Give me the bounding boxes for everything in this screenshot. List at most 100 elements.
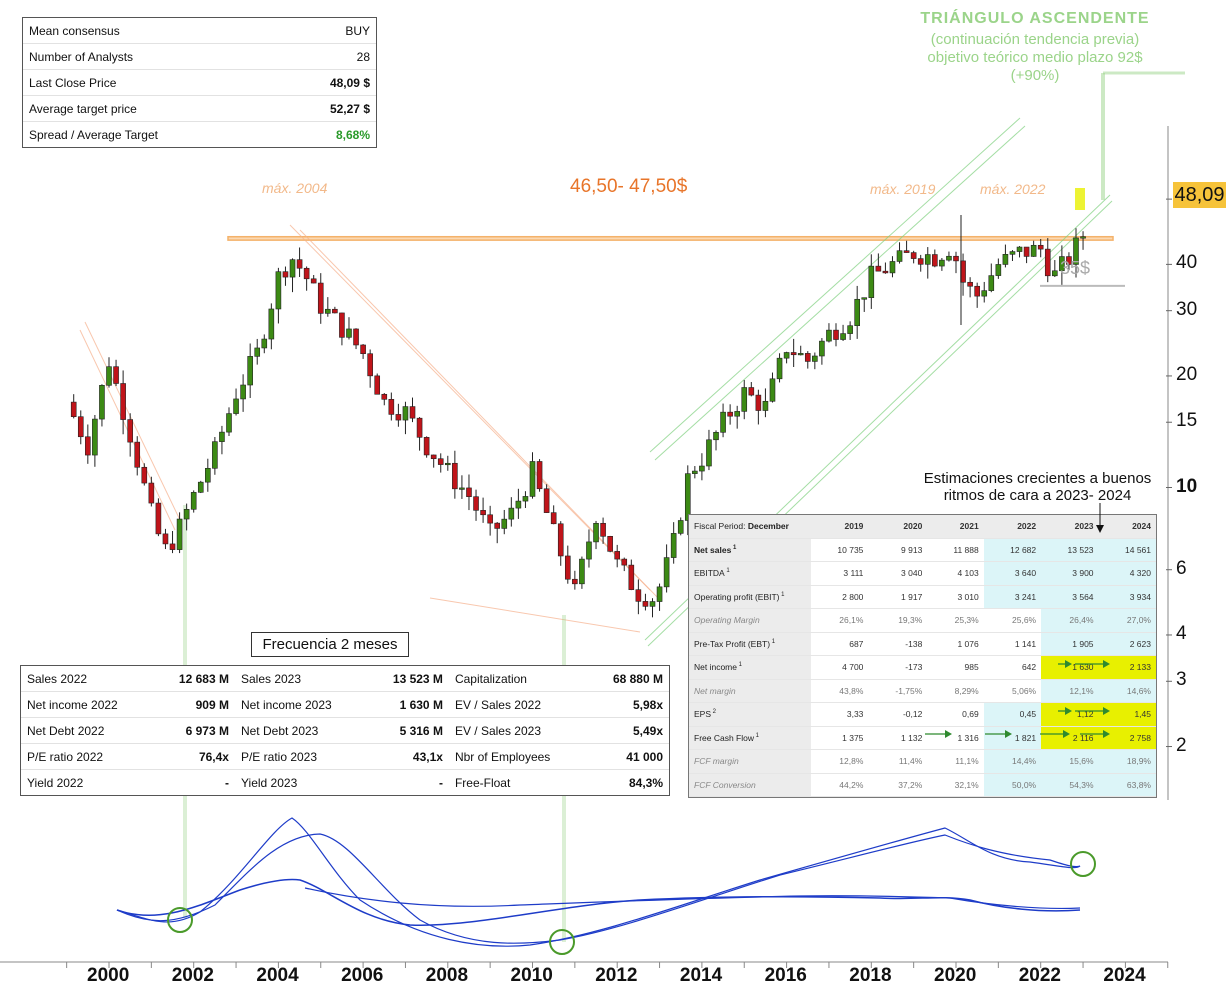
row-label-text: EPS	[694, 709, 712, 720]
ratio-value: 41 000	[588, 743, 669, 770]
max-2022-label: máx. 2022	[980, 181, 1046, 197]
pattern-target: objetivo teórico medio plazo 92$	[927, 49, 1143, 66]
financials-cell: 43,8%	[811, 679, 869, 703]
candle-body	[289, 259, 296, 278]
financials-header: Fiscal Period: December 2019 2020 2021 2022 2…	[689, 515, 1156, 539]
summary-row: Number of Analysts 28	[23, 43, 376, 70]
candle-body	[917, 258, 924, 265]
frequency-label: Frecuencia 2 meses	[251, 632, 409, 657]
ratio-value: 43,1x	[368, 743, 449, 770]
candle-body	[946, 255, 952, 261]
candle-body	[332, 308, 338, 314]
signal-circle	[1070, 851, 1096, 877]
candle-body	[515, 500, 522, 509]
candle-body	[183, 509, 190, 520]
ratio-label: EV / Sales 2022	[448, 691, 589, 718]
candle-body	[141, 466, 148, 484]
candle-body	[550, 512, 557, 525]
candle-body	[233, 398, 239, 414]
y-tick-label: 3	[1176, 669, 1187, 691]
candle-body	[720, 411, 726, 433]
candle-body	[600, 522, 606, 537]
candle-body	[649, 601, 656, 607]
financials-cell: 1 141	[983, 632, 1042, 656]
candle-body	[247, 356, 253, 386]
candle-body	[889, 261, 896, 274]
x-tick-label: 2014	[679, 965, 723, 986]
financials-cell: 1,12	[1041, 702, 1099, 727]
candle-body	[240, 384, 246, 400]
candle-body	[995, 264, 1002, 276]
pattern-subtitle: (continuación tendencia previa)	[930, 31, 1140, 48]
candle-body	[409, 406, 416, 419]
candle-body	[769, 378, 776, 402]
candle-body	[790, 352, 797, 356]
candle-body	[487, 514, 493, 524]
financials-cell: 3 640	[983, 561, 1042, 586]
financials-cell: 12,1%	[1041, 679, 1099, 703]
financials-row-label: Operating profit (EBIT) 1	[689, 585, 811, 609]
ratio-label: Nbr of Employees	[448, 743, 589, 770]
ratios-row: Sales 2022 12 683 M Sales 2023 13 523 M Capi…	[21, 666, 669, 692]
y-tick-label: 6	[1176, 557, 1187, 579]
summary-label: Number of Analysts	[23, 43, 281, 70]
consensus-summary-table: Mean consensus BUY Number of Analysts 28 Las…	[22, 17, 377, 148]
candle-body	[113, 366, 119, 384]
last-candle-highlight	[1075, 188, 1085, 210]
summary-value: 28	[280, 43, 376, 70]
candle-body	[268, 308, 275, 340]
row-label-text: Operating Margin	[694, 615, 760, 626]
oscillator-line	[304, 887, 1081, 910]
x-tick-label: 2016	[764, 965, 807, 986]
summary-value: 52,27 $	[280, 95, 376, 122]
candle-body	[621, 558, 628, 566]
x-tick-label: 2024	[1103, 965, 1146, 986]
uptrend-channel-line	[654, 125, 1026, 461]
summary-row: Average target price 52,27 $	[23, 95, 376, 122]
financials-cell: 32,1%	[927, 773, 984, 797]
y-tick-label: 15	[1176, 410, 1198, 432]
candle-body	[593, 522, 599, 543]
candle-body	[748, 387, 755, 396]
candle-body	[557, 523, 564, 557]
footnote-mark: 2	[711, 709, 717, 716]
financials-cell: 3,33	[811, 702, 869, 727]
financials-cell: -1,75%	[868, 679, 928, 703]
candle-body	[381, 393, 388, 400]
financials-cell: 37,2%	[868, 773, 928, 797]
y-tick-label: 40	[1176, 252, 1198, 274]
financials-cell: 12,8%	[811, 749, 869, 774]
x-tick-label: 2008	[425, 965, 469, 986]
financials-cell: 2 623	[1098, 632, 1156, 656]
financials-cell: 1 917	[868, 585, 928, 609]
footnote-mark: 1	[724, 568, 730, 575]
financials-cell: 3 010	[927, 585, 984, 609]
downtrend-channel-line	[299, 229, 661, 601]
candle-body	[367, 353, 373, 377]
candle-body	[197, 481, 204, 493]
financials-row: Net sales 1 10 735 9 913 11 888 12 682 13 523…	[689, 538, 1156, 562]
candle-body	[205, 467, 211, 483]
candle-body	[1066, 256, 1072, 265]
financials-row: Net margin 43,8% -1,75% 8,29% 5,06% 12,1% 14,6…	[689, 679, 1156, 703]
x-tick-label: 2012	[595, 965, 638, 986]
x-tick-label: 2022	[1018, 965, 1061, 986]
candle-body	[536, 461, 543, 490]
candle-body	[99, 385, 105, 420]
candle-body	[169, 543, 176, 550]
financials-cell: -0,12	[868, 702, 928, 727]
candle-body	[70, 401, 77, 418]
candle-body	[303, 267, 310, 280]
candle-body	[840, 333, 846, 340]
x-tick-label: 2006	[341, 965, 384, 986]
summary-row: Mean consensus BUY	[23, 18, 376, 44]
oscillator-line	[116, 833, 1081, 944]
candle-body	[741, 387, 748, 412]
financials-cell: 54,3%	[1041, 773, 1099, 797]
footnote-mark: 1	[737, 662, 743, 669]
ratio-value: 12 683 M	[154, 666, 235, 692]
candle-body	[543, 488, 550, 513]
row-label-text: EBITDA	[694, 568, 725, 579]
